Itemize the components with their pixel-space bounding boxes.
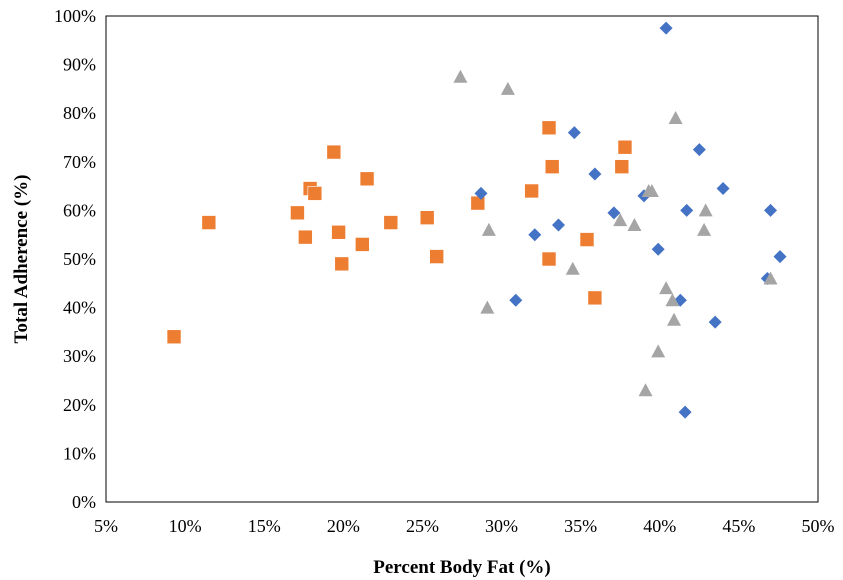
diamond-point: [607, 206, 621, 220]
y-axis-title: Total Adherence (%): [11, 175, 32, 344]
square-point: [470, 195, 486, 211]
diamond-point: [678, 405, 692, 419]
triangle-point: [668, 111, 683, 125]
square-point: [419, 210, 435, 225]
square-point: [290, 205, 305, 221]
y-tick-label: 80%: [63, 103, 96, 123]
triangle-point: [665, 293, 680, 307]
diamond-point: [692, 143, 706, 157]
diamond-point: [528, 228, 542, 242]
triangle-point: [453, 69, 468, 83]
diamond-point: [680, 203, 694, 217]
x-tick-label: 15%: [248, 516, 281, 536]
triangle-point: [763, 271, 778, 285]
triangle-point: [500, 81, 515, 95]
y-tick-label: 20%: [63, 395, 96, 415]
square-point: [355, 237, 370, 252]
diamond-point: [659, 21, 673, 35]
diamond-point: [552, 218, 566, 232]
triangle-point: [480, 300, 495, 314]
x-tick-labels: 5% 10% 15% 20% 25% 30% 35% 40% 45% 50%: [94, 516, 835, 536]
x-tick-label: 25%: [406, 516, 439, 536]
x-tick-label: 30%: [485, 516, 518, 536]
diamond-point: [773, 250, 787, 264]
square-point: [298, 229, 313, 245]
y-tick-label: 0%: [72, 492, 96, 512]
triangle-point: [698, 203, 713, 217]
x-tick-label: 10%: [169, 516, 202, 536]
square-point: [201, 215, 217, 230]
triangle-point: [613, 213, 628, 227]
square-point: [614, 159, 630, 174]
square-point: [429, 249, 444, 264]
square-point: [326, 144, 342, 160]
square-point: [359, 171, 375, 187]
y-tick-label: 100%: [54, 6, 96, 26]
square-point: [579, 232, 595, 247]
square-point: [524, 183, 539, 199]
diamond-point: [588, 167, 602, 181]
triangle-point: [638, 383, 653, 397]
square-point: [334, 256, 350, 272]
y-tick-label: 30%: [63, 346, 96, 366]
x-tick-label: 5%: [94, 516, 118, 536]
triangle-point: [651, 344, 666, 358]
y-tick-labels: 0% 10% 20% 30% 40% 50% 60% 70% 80% 90% 100%: [54, 6, 96, 512]
y-tick-label: 40%: [63, 298, 96, 318]
x-tick-label: 20%: [327, 516, 360, 536]
diamond-point: [764, 203, 778, 217]
triangle-point: [481, 222, 496, 236]
square-point: [383, 215, 399, 230]
diamond-point: [567, 126, 581, 140]
square-point: [541, 120, 557, 136]
square-point: [331, 224, 346, 240]
triangle-point: [697, 222, 712, 236]
triangle-point: [659, 281, 674, 295]
square-point: [541, 251, 557, 267]
plot-area: [105, 15, 819, 503]
diamond-point: [651, 242, 665, 256]
y-tick-label: 70%: [63, 152, 96, 172]
square-point: [166, 329, 182, 345]
square-point: [307, 186, 323, 201]
triangle-point: [667, 312, 682, 326]
square-point: [617, 139, 633, 155]
x-tick-label: 45%: [722, 516, 755, 536]
x-tick-label: 50%: [802, 516, 835, 536]
x-axis-title: Percent Body Fat (%): [373, 557, 550, 578]
x-tick-label: 35%: [564, 516, 597, 536]
x-tick-label: 40%: [643, 516, 676, 536]
diamond-point: [716, 182, 730, 196]
y-tick-label: 50%: [63, 249, 96, 269]
square-point: [587, 290, 603, 306]
y-tick-label: 10%: [63, 443, 96, 463]
diamond-point: [708, 315, 722, 329]
y-tick-label: 60%: [63, 200, 96, 220]
square-point: [544, 159, 560, 174]
triangle-point: [565, 261, 580, 275]
data-points: [166, 21, 787, 419]
y-tick-label: 90%: [63, 55, 96, 75]
triangle-point: [644, 183, 659, 197]
triangle-point: [627, 217, 642, 231]
diamond-point: [509, 293, 523, 307]
diamond-point: [474, 186, 488, 200]
